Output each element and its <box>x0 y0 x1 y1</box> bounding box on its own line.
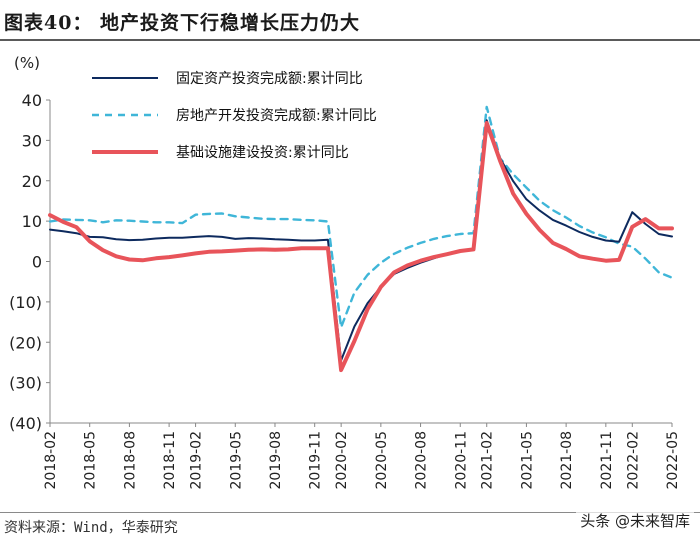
legend-label-realestate: 房地产开发投资完成额:累计同比 <box>176 108 377 124</box>
x-tick-label: 2019-02 <box>189 431 205 490</box>
legend-label-infra: 基础设施建设投资:累计同比 <box>176 144 349 161</box>
x-tick-label: 2020-11 <box>453 431 469 490</box>
series-line-realestate <box>48 105 674 329</box>
y-unit-label: (%) <box>14 54 40 72</box>
x-tick-label: 2022-02 <box>625 431 641 490</box>
series-line-infra <box>48 121 674 373</box>
y-tick-label: 40 <box>22 91 42 110</box>
x-tick-label: 2021-05 <box>519 431 535 490</box>
footer-divider <box>0 512 700 513</box>
x-tick-label: 2018-11 <box>162 431 178 490</box>
y-tick-label: 10 <box>22 212 42 231</box>
x-tick-label: 2018-08 <box>122 431 138 490</box>
x-tick-label: 2021-11 <box>599 431 615 490</box>
y-tick-label: (20) <box>9 333 42 352</box>
title-divider <box>0 39 700 41</box>
x-tick-label: 2018-05 <box>83 431 99 490</box>
x-tick-label: 2019-08 <box>268 431 284 490</box>
series-line-fai <box>49 119 673 362</box>
source-note: 资料来源：Wind，华泰研究 <box>4 520 178 536</box>
page-title: 图表40： 地产投资下行稳增长压力仍大 <box>4 12 361 34</box>
x-tick-label: 2020-02 <box>334 431 350 490</box>
y-tick-label: (30) <box>9 374 42 393</box>
x-tick-label: 2020-08 <box>414 431 430 490</box>
y-tick-label: (40) <box>9 414 42 433</box>
x-tick-label: 2018-02 <box>43 431 59 490</box>
x-tick-label: 2019-05 <box>228 431 244 490</box>
watermark: 头条 @未来智库 <box>576 508 694 533</box>
x-tick-label: 2021-02 <box>480 431 496 490</box>
x-tick-label: 2021-08 <box>559 431 575 490</box>
x-tick-label: 2022-05 <box>665 431 681 490</box>
title-bar: 图表40： 地产投资下行稳增长压力仍大 <box>0 0 700 41</box>
y-tick-label: (10) <box>9 293 42 312</box>
line-chart: (%) 40 30 20 10 0 (10) (20) (30) (40)2018-02 2018-… <box>9 54 681 490</box>
legend-label-fai: 固定资产投资完成额:累计同比 <box>176 71 363 87</box>
x-tick-label: 2019-11 <box>308 431 324 490</box>
y-tick-label: 20 <box>22 172 42 191</box>
x-tick-label: 2020-05 <box>374 431 390 490</box>
y-tick-label: 30 <box>22 131 42 150</box>
y-tick-label: 0 <box>32 253 42 272</box>
